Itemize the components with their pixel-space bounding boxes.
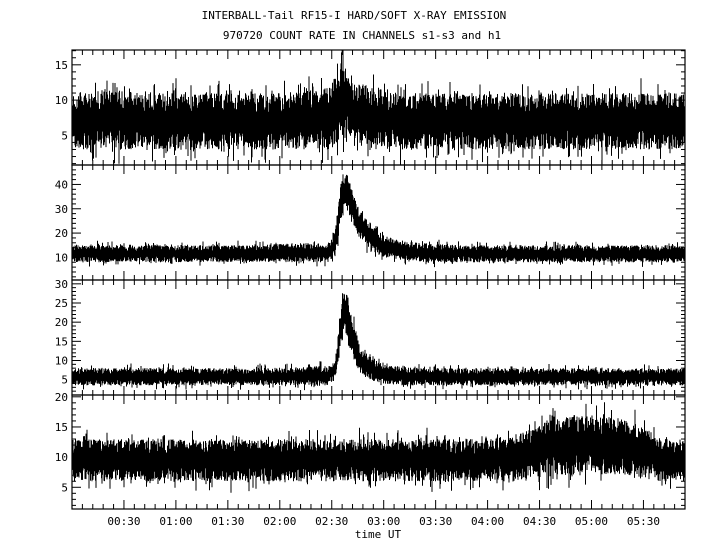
- x-tick-label: 02:30: [315, 515, 348, 528]
- y-tick-label: 15: [55, 59, 68, 72]
- x-tick-label: 00:30: [107, 515, 140, 528]
- data-series-4: [72, 402, 685, 493]
- y-tick-label: 10: [55, 451, 68, 464]
- chart-title: INTERBALL-Tail RF15-I HARD/SOFT X-RAY EM…: [202, 9, 507, 22]
- data-series-2: [72, 174, 685, 268]
- panel-2: 10 20 30 40: [55, 164, 686, 281]
- x-tick-label: 04:00: [471, 515, 504, 528]
- data-series-3: [72, 293, 685, 391]
- y-tick-label: 40: [55, 178, 68, 191]
- x-tick-label: 05:00: [575, 515, 608, 528]
- y-tick-label: 20: [55, 227, 68, 240]
- y-tick-label: 30: [55, 203, 68, 216]
- data-series-1: [72, 50, 685, 165]
- x-tick-label: 04:30: [523, 515, 556, 528]
- y-tick-label: 10: [55, 355, 68, 368]
- panel-1: 5 10 15: [55, 49, 686, 166]
- x-axis-label: time UT: [355, 528, 402, 541]
- x-tick-label: 01:00: [159, 515, 192, 528]
- panel-3: 5 10 15 20 25 30: [55, 278, 686, 396]
- y-tick-label: 30: [55, 278, 68, 291]
- chart-subtitle: 970720 COUNT RATE IN CHANNELS s1-s3 and …: [223, 29, 501, 42]
- y-tick-label: 20: [55, 316, 68, 329]
- y-tick-label: 5: [61, 481, 68, 494]
- x-tick-label: 01:30: [211, 515, 244, 528]
- panel-frame: [71, 394, 686, 510]
- x-tick-label: 02:00: [263, 515, 296, 528]
- y-tick-label: 15: [55, 335, 68, 348]
- panel-4: 5 10 15 20: [55, 391, 686, 510]
- x-tick-label: 05:30: [627, 515, 660, 528]
- y-tick-label: 25: [55, 297, 68, 310]
- y-tick-label: 15: [55, 421, 68, 434]
- y-tick-label: 10: [55, 251, 68, 264]
- y-tick-label: 10: [55, 94, 68, 107]
- x-tick-label: 03:30: [419, 515, 452, 528]
- y-tick-label: 5: [61, 129, 68, 142]
- y-tick-label: 5: [61, 374, 68, 387]
- x-tick-label: 03:00: [367, 515, 400, 528]
- y-tick-label: 20: [55, 391, 68, 404]
